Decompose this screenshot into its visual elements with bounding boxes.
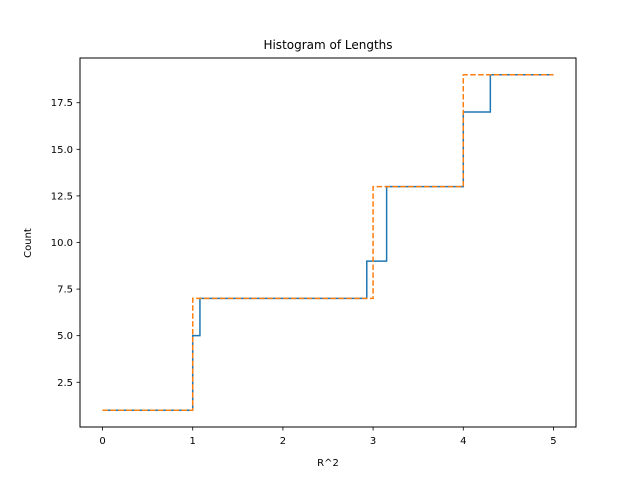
y-tick-label: 2.5 bbox=[57, 378, 73, 389]
y-tick-label: 5.0 bbox=[57, 331, 73, 342]
y-axis-label: Count bbox=[23, 228, 34, 258]
x-tick-label: 2 bbox=[280, 436, 286, 447]
x-tick-label: 5 bbox=[550, 436, 556, 447]
x-tick-label: 1 bbox=[190, 436, 196, 447]
y-tick-label: 12.5 bbox=[51, 191, 73, 202]
y-tick-label: 17.5 bbox=[51, 98, 73, 109]
y-tick-label: 7.5 bbox=[57, 285, 73, 296]
series-layer bbox=[102, 74, 554, 411]
chart-title: Histogram of Lengths bbox=[263, 38, 392, 52]
y-tick-label: 10.0 bbox=[51, 238, 73, 249]
x-tick-label: 0 bbox=[99, 436, 105, 447]
y-axis: 2.5 5.0 7.5 10.0 12.5 15.0 17.5 bbox=[51, 98, 80, 389]
x-tick-label: 3 bbox=[370, 436, 376, 447]
x-axis-label: R^2 bbox=[317, 458, 339, 469]
series-line-2 bbox=[102, 74, 554, 411]
x-tick-label: 4 bbox=[460, 436, 466, 447]
y-tick-label: 15.0 bbox=[51, 145, 73, 156]
x-axis: 0 1 2 3 4 5 bbox=[99, 427, 557, 447]
